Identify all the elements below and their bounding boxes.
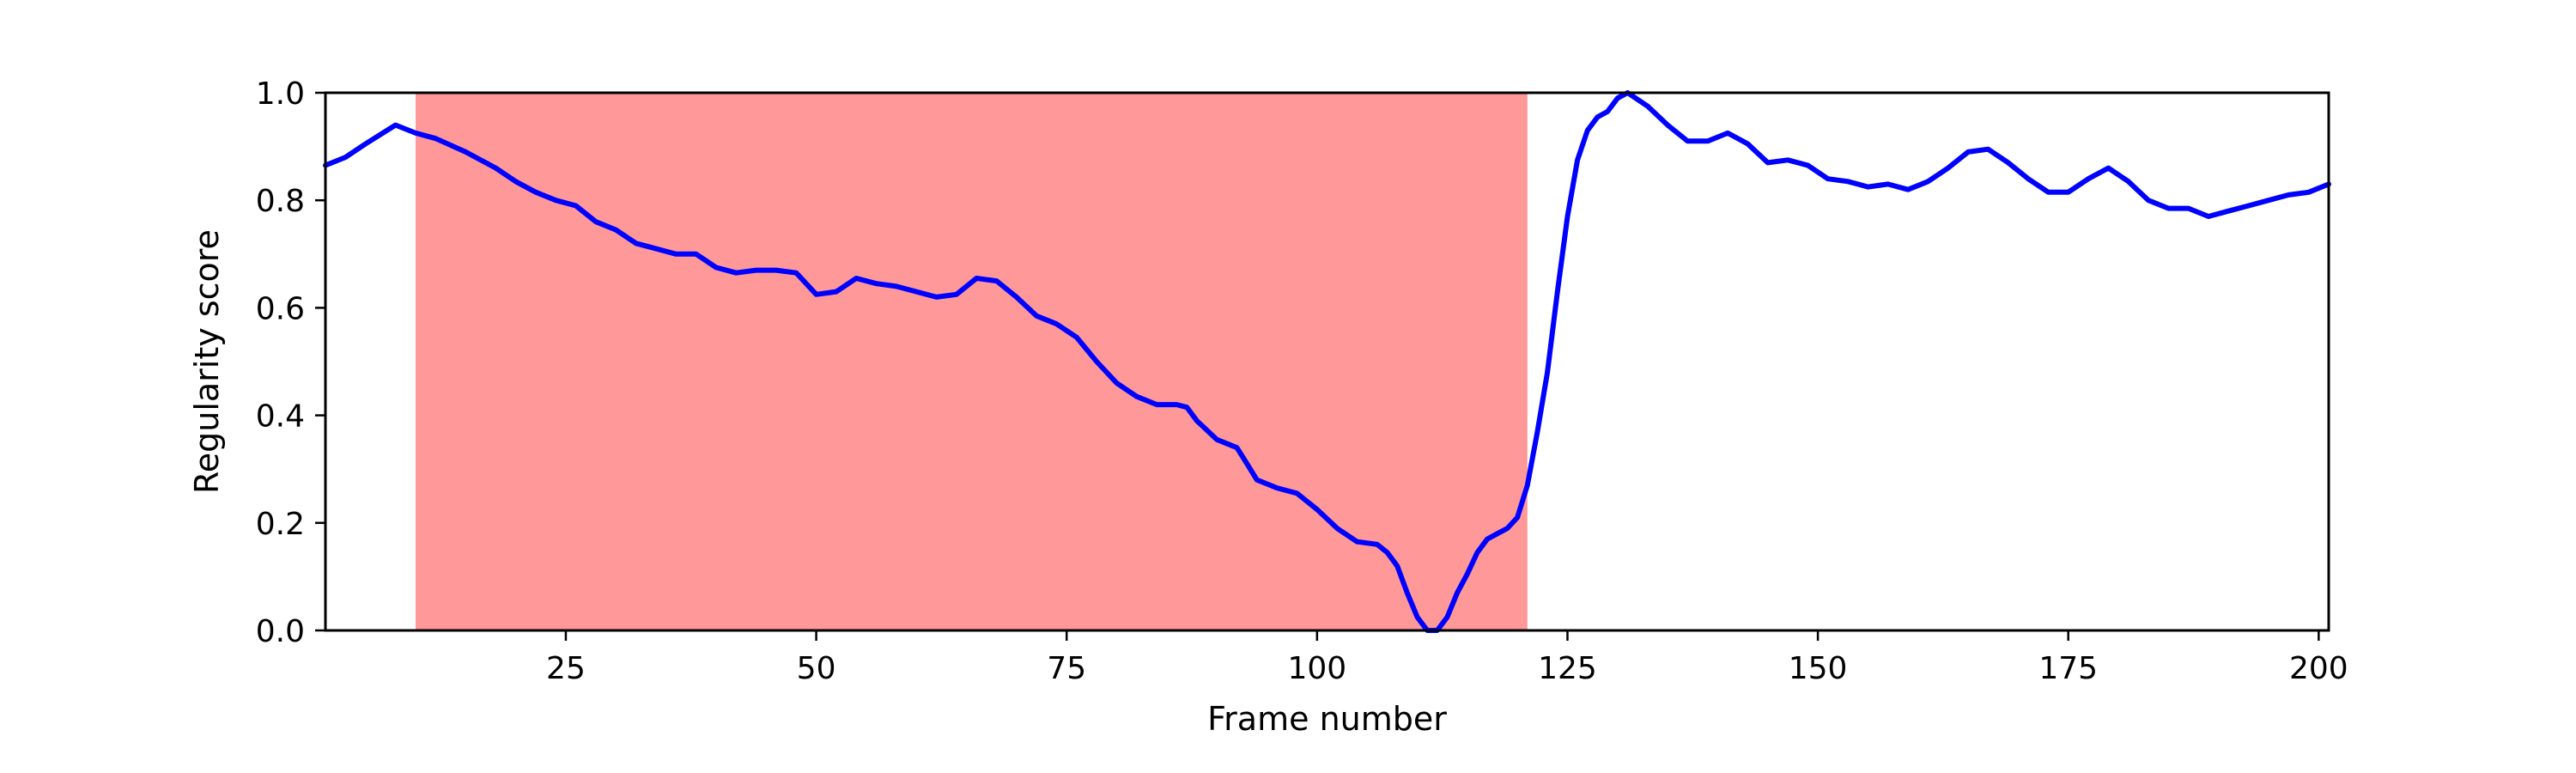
x-tick-label: 175 — [2038, 651, 2098, 686]
x-tick-label: 50 — [797, 651, 836, 686]
plot-frame — [324, 91, 2330, 632]
plot-area — [323, 90, 2331, 633]
x-tick-label: 150 — [1789, 651, 1848, 686]
y-axis: 0.0 0.2 0.4 0.6 0.8 1.0 — [256, 76, 325, 649]
y-tick-label: 0.6 — [256, 291, 305, 326]
y-tick-label: 0.4 — [256, 399, 305, 435]
y-tick-label: 0.2 — [256, 507, 305, 542]
x-tick-label: 75 — [1047, 651, 1086, 686]
highlight-region — [415, 93, 1528, 630]
series-line-0 — [323, 90, 2331, 633]
y-tick-label: 0.8 — [256, 184, 305, 219]
y-tick-label: 0.0 — [256, 614, 305, 649]
x-axis: 25 50 75 100 125 150 175 200 — [546, 630, 2348, 686]
x-tick-label: 25 — [546, 651, 586, 686]
x-tick-label: 100 — [1287, 651, 1346, 686]
x-tick-label: 125 — [1538, 651, 1597, 686]
x-tick-label: 200 — [2289, 651, 2348, 686]
x-axis-label: Frame number — [1207, 700, 1447, 738]
y-tick-label: 1.0 — [256, 76, 305, 112]
y-axis-label: Regularity score — [188, 229, 226, 494]
